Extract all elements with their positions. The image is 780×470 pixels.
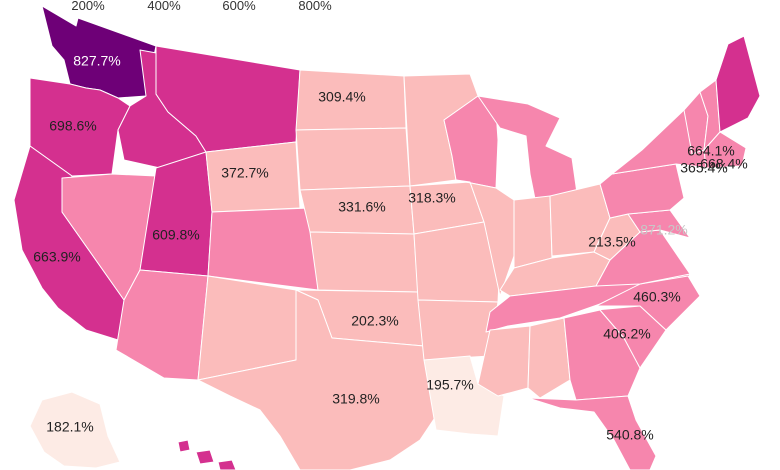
state-value-label-ma: 668.4% — [700, 156, 747, 172]
state-value-label-sc: 406.2% — [603, 326, 650, 342]
state-value-label-ok: 202.3% — [351, 313, 398, 329]
state-co[interactable] — [207, 207, 319, 291]
state-pa[interactable] — [599, 163, 685, 219]
state-value-label-tx: 319.8% — [332, 391, 379, 407]
legend-tick: 400% — [147, 0, 181, 13]
state-value-label-or: 698.6% — [49, 118, 96, 134]
state-me[interactable] — [715, 35, 761, 133]
state-ut[interactable] — [139, 151, 213, 277]
state-sd[interactable] — [295, 127, 411, 191]
state-value-label-nd: 309.4% — [318, 89, 365, 105]
state-value-label-ca: 663.9% — [33, 249, 80, 265]
state-value-label-ut: 609.8% — [152, 227, 199, 243]
state-value-label-fl: 540.8% — [606, 427, 653, 443]
legend-tick: 800% — [298, 0, 332, 13]
state-fl[interactable] — [527, 395, 657, 470]
legend-tick: 200% — [71, 0, 105, 13]
state-ma[interactable] — [703, 131, 747, 169]
state-ms[interactable] — [477, 325, 531, 397]
state-value-label-ny: 365.4% — [680, 160, 727, 176]
state-value-label-wv: 213.5% — [588, 234, 635, 250]
state-value-label-wa: 827.7% — [73, 53, 120, 69]
legend-tick: 600% — [222, 0, 256, 13]
state-value-label-nh: 664.1% — [687, 143, 734, 159]
state-ks[interactable] — [309, 231, 419, 293]
state-value-label-nc: 460.3% — [633, 289, 680, 305]
state-al[interactable] — [527, 317, 571, 399]
state-hi[interactable] — [177, 439, 237, 470]
state-value-label-la: 195.7% — [426, 377, 473, 393]
state-value-labels: 827.7% 698.6% 663.9% 609.8% 372.7% 309.4% 331.… — [33, 53, 747, 443]
state-tx[interactable] — [197, 289, 437, 470]
state-value-label-ak: 182.1% — [46, 419, 93, 435]
state-value-label-wy: 372.7% — [221, 165, 268, 181]
state-shapes — [13, 5, 761, 470]
state-value-label-ia: 318.3% — [408, 190, 455, 206]
state-la[interactable] — [423, 355, 505, 437]
state-il[interactable] — [455, 179, 515, 297]
state-value-label-ne: 331.6% — [338, 199, 385, 215]
state-in[interactable] — [513, 195, 553, 269]
state-ak[interactable] — [29, 391, 121, 469]
state-value-label-md: 871.2% — [640, 222, 687, 238]
